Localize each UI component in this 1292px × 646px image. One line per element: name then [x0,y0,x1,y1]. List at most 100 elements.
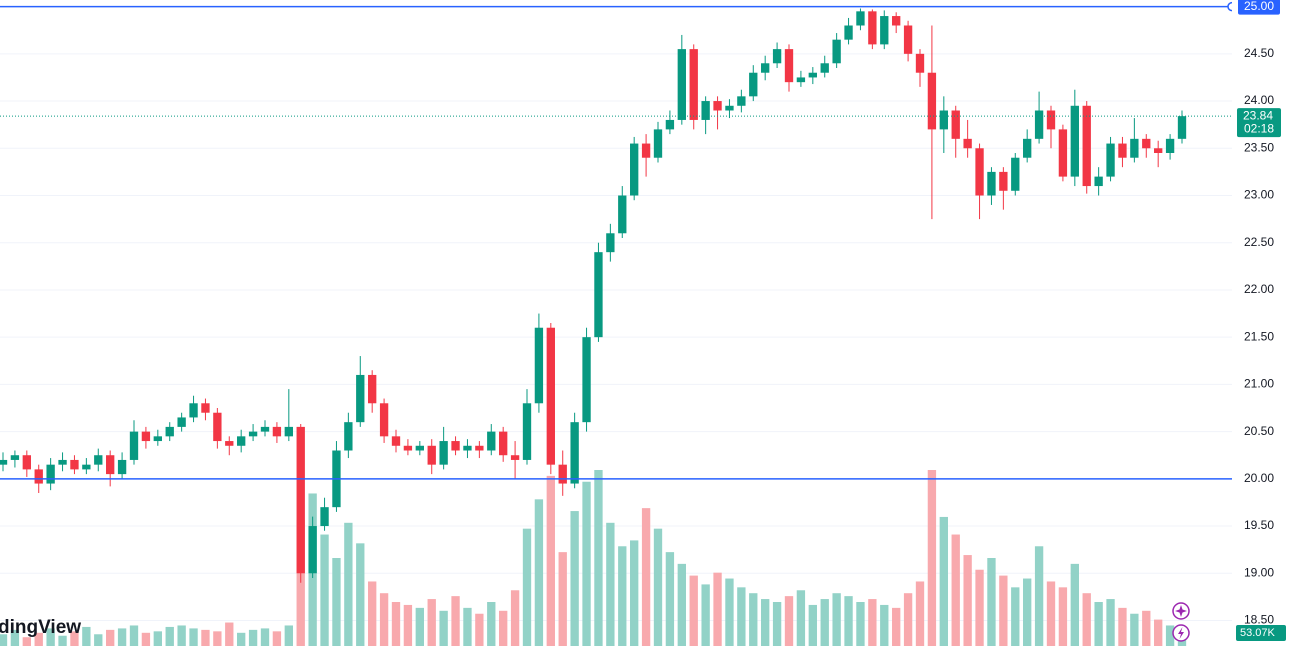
volume-bar [201,629,210,646]
volume-bar [951,534,960,646]
volume-bar [165,626,174,646]
candle-body [1118,143,1127,158]
candle-body [141,431,151,442]
volume-bar [975,569,984,646]
icon-glyph [1178,627,1184,639]
volume-bar [665,552,675,646]
volume-bar [46,628,55,646]
candle-body [1106,143,1115,177]
countdown-label: 02:18 [1244,121,1274,135]
watermark: dingView [0,617,81,638]
candle-body [94,455,103,465]
volume-bar [522,528,532,646]
candle-body [237,436,246,446]
grid [0,6,1232,621]
candle-body [689,49,698,120]
volume-bar [189,628,198,646]
volume-bar [320,534,329,646]
candle-body [522,403,532,460]
volume-bar [546,475,555,646]
candle-body [403,445,413,451]
candle-body [951,110,960,139]
volume-bar [260,628,270,646]
volume-bar [129,625,139,646]
candle-body [606,233,615,253]
candle-body [796,77,806,83]
candle-body [975,148,984,196]
candle-body [58,459,67,465]
candle-body [618,195,627,234]
candle-body [260,426,270,432]
volume-bar [272,631,282,646]
candle-body [1177,116,1187,139]
volume-bar [606,522,615,646]
volume-bar [1082,593,1091,646]
candle-body [129,431,139,460]
price-axis: 24.50 24.00 23.50 23.00 22.50 22.00 21.50 21.00… [1236,0,1286,641]
candle-body [820,63,829,73]
candle-body [1165,138,1175,153]
volume-bar [630,540,639,646]
candle-body [594,252,603,338]
volume-bar [248,629,258,646]
candle-body [868,11,877,45]
candles [0,8,1187,583]
candle-body [939,110,948,130]
volume-bar [844,596,853,646]
volume-bar [344,522,353,646]
candle-body [117,459,127,475]
volume-bar [1011,587,1020,646]
candle-body [189,403,198,418]
candle-body [1094,176,1103,187]
candle-body [987,171,996,196]
y-tick-label: 19.50 [1244,518,1274,532]
candle-body [10,455,20,460]
candle-body [415,445,424,451]
volume-bar [141,632,151,646]
candle-body [153,436,162,442]
candle-body [856,11,865,26]
candle-body [892,16,901,26]
y-tick-label: 21.50 [1244,329,1274,343]
candle-body [1011,157,1020,191]
candle-body [463,445,472,451]
y-tick-label: 24.50 [1244,46,1274,60]
volume-bar [594,470,603,646]
volume-bar [451,596,460,646]
volume-bar [653,528,663,646]
candle-body [653,129,663,158]
volume-bar [379,593,389,646]
candle-body [749,72,758,97]
candle-body [451,441,460,451]
candle-body [0,459,8,465]
volume-bar [1142,610,1151,646]
candle-body [713,101,722,111]
volume-bar [1106,599,1115,646]
candle-body [165,426,174,437]
volume-bar [22,637,31,646]
candle-body [213,412,222,442]
volume-bar [1058,587,1068,646]
volume-bar [713,572,722,646]
candle-body [1154,148,1163,153]
icon-buttons[interactable] [1172,602,1190,642]
volume-bar [915,581,925,646]
candle-body [356,374,365,423]
volume-bar [510,590,520,646]
volume-bar [106,629,115,646]
y-tick-label: 19.00 [1244,565,1274,579]
volume-bar [1165,625,1175,646]
candle-body [927,72,937,130]
volume-bar [808,604,817,646]
candle-body [1046,110,1056,130]
candle-body [761,63,770,73]
candle-body [641,143,651,158]
volume-bar [999,575,1008,646]
volume-bar [475,613,484,646]
candle-body [1070,105,1079,177]
volume-bar [570,511,579,646]
candle-body [915,53,925,73]
volume-bar [356,543,365,646]
volume-bar [0,634,8,646]
